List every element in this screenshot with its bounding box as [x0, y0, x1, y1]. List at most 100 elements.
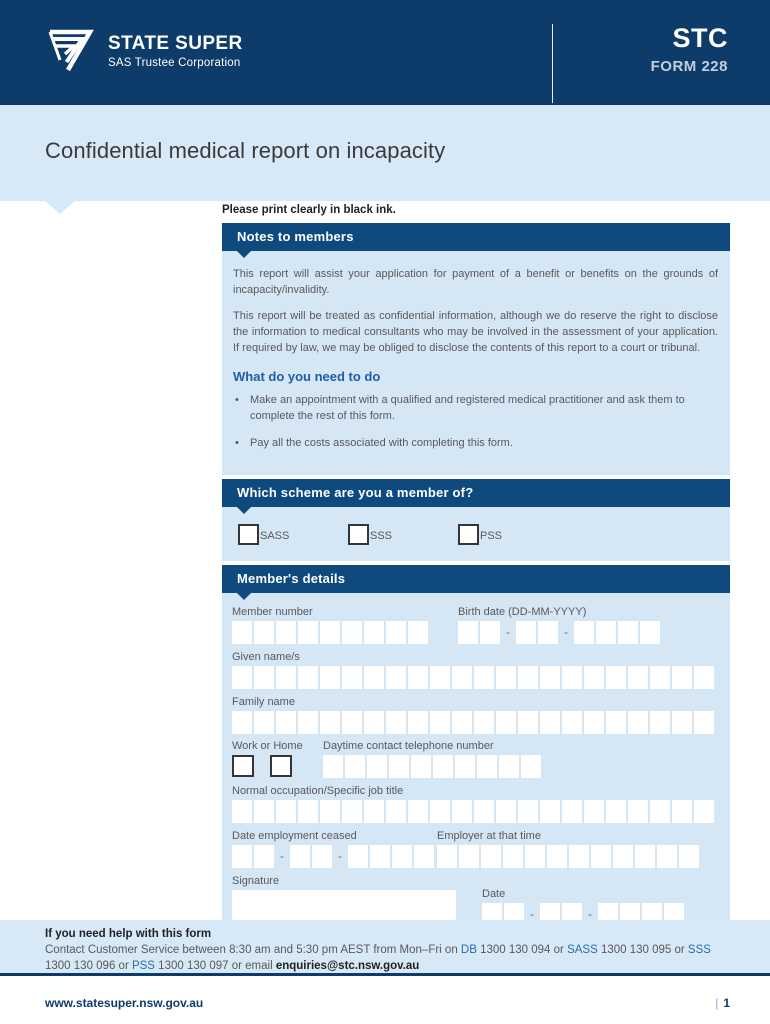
char-cell[interactable] [437, 844, 457, 868]
char-cell[interactable] [474, 799, 494, 823]
char-cell[interactable] [657, 844, 677, 868]
char-cell[interactable] [364, 665, 384, 689]
char-cell[interactable] [389, 754, 409, 778]
char-cell[interactable] [430, 710, 450, 734]
char-cell[interactable] [254, 844, 274, 868]
char-cell[interactable] [620, 902, 640, 926]
char-cell[interactable] [606, 665, 626, 689]
char-cell[interactable] [433, 754, 453, 778]
char-cell[interactable] [672, 665, 692, 689]
char-cell[interactable] [694, 665, 714, 689]
char-cell[interactable] [411, 754, 431, 778]
char-cell[interactable] [323, 754, 343, 778]
checkbox-pss[interactable] [458, 523, 479, 545]
char-cell[interactable] [628, 799, 648, 823]
char-cell[interactable] [254, 799, 274, 823]
char-cell[interactable] [596, 620, 616, 644]
char-cell[interactable] [386, 799, 406, 823]
char-cell[interactable] [364, 710, 384, 734]
char-cell[interactable] [452, 799, 472, 823]
char-cell[interactable] [496, 665, 516, 689]
char-cell[interactable] [613, 844, 633, 868]
char-cell[interactable] [628, 665, 648, 689]
char-cell[interactable] [232, 799, 252, 823]
char-cell[interactable] [477, 754, 497, 778]
char-cell[interactable] [650, 710, 670, 734]
char-cell[interactable] [640, 620, 660, 644]
char-cell[interactable] [496, 799, 516, 823]
char-cell[interactable] [386, 710, 406, 734]
char-cell[interactable] [408, 799, 428, 823]
char-cell[interactable] [518, 799, 538, 823]
char-cell[interactable] [320, 620, 340, 644]
checkbox-sss[interactable] [348, 523, 369, 545]
char-cell[interactable] [455, 754, 475, 778]
char-cell[interactable] [591, 844, 611, 868]
char-cell[interactable] [694, 710, 714, 734]
char-cell[interactable] [562, 799, 582, 823]
char-cell[interactable] [312, 844, 332, 868]
char-cell[interactable] [452, 665, 472, 689]
char-cell[interactable] [276, 799, 296, 823]
checkbox-home[interactable] [270, 754, 292, 777]
char-cell[interactable] [370, 844, 390, 868]
char-cell[interactable] [672, 799, 692, 823]
char-cell[interactable] [408, 710, 428, 734]
char-cell[interactable] [367, 754, 387, 778]
char-cell[interactable] [540, 902, 560, 926]
char-cell[interactable] [562, 665, 582, 689]
char-cell[interactable] [562, 902, 582, 926]
char-cell[interactable] [628, 710, 648, 734]
char-cell[interactable] [516, 620, 536, 644]
char-cell[interactable] [482, 902, 502, 926]
char-cell[interactable] [538, 620, 558, 644]
char-cell[interactable] [276, 665, 296, 689]
char-cell[interactable] [298, 710, 318, 734]
char-cell[interactable] [521, 754, 541, 778]
char-cell[interactable] [342, 665, 362, 689]
char-cell[interactable] [232, 710, 252, 734]
char-cell[interactable] [518, 665, 538, 689]
char-cell[interactable] [606, 799, 626, 823]
char-cell[interactable] [320, 665, 340, 689]
char-cell[interactable] [642, 902, 662, 926]
char-cell[interactable] [459, 844, 479, 868]
char-cell[interactable] [458, 620, 478, 644]
char-cell[interactable] [232, 620, 252, 644]
char-cell[interactable] [650, 665, 670, 689]
char-cell[interactable] [276, 620, 296, 644]
char-cell[interactable] [298, 620, 318, 644]
char-cell[interactable] [298, 665, 318, 689]
char-cell[interactable] [232, 665, 252, 689]
char-cell[interactable] [574, 620, 594, 644]
char-cell[interactable] [503, 844, 523, 868]
char-cell[interactable] [430, 799, 450, 823]
char-cell[interactable] [320, 710, 340, 734]
char-cell[interactable] [650, 799, 670, 823]
char-cell[interactable] [430, 665, 450, 689]
char-cell[interactable] [679, 844, 699, 868]
char-cell[interactable] [504, 902, 524, 926]
char-cell[interactable] [298, 799, 318, 823]
char-cell[interactable] [386, 620, 406, 644]
char-cell[interactable] [547, 844, 567, 868]
char-cell[interactable] [392, 844, 412, 868]
char-cell[interactable] [664, 902, 684, 926]
char-cell[interactable] [276, 710, 296, 734]
char-cell[interactable] [694, 799, 714, 823]
char-cell[interactable] [290, 844, 310, 868]
char-cell[interactable] [232, 844, 252, 868]
char-cell[interactable] [518, 710, 538, 734]
char-cell[interactable] [584, 710, 604, 734]
char-cell[interactable] [254, 710, 274, 734]
char-cell[interactable] [348, 844, 368, 868]
char-cell[interactable] [618, 620, 638, 644]
char-cell[interactable] [386, 665, 406, 689]
char-cell[interactable] [452, 710, 472, 734]
char-cell[interactable] [414, 844, 434, 868]
char-cell[interactable] [474, 710, 494, 734]
char-cell[interactable] [606, 710, 626, 734]
char-cell[interactable] [342, 620, 362, 644]
checkbox-sass[interactable] [238, 523, 259, 545]
char-cell[interactable] [408, 620, 428, 644]
